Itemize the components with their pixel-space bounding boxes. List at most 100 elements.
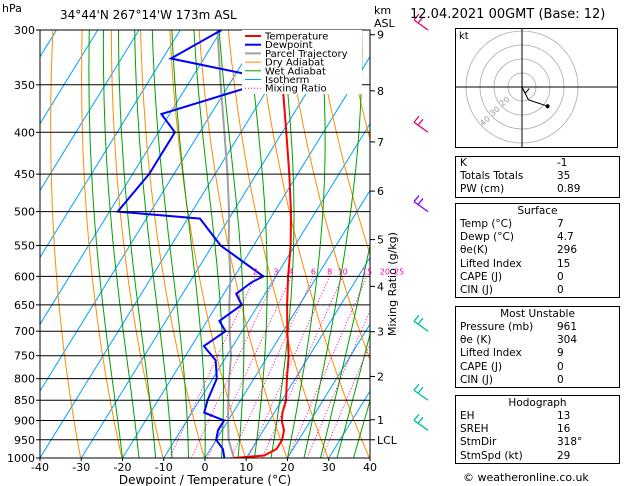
mixing-ratio-line xyxy=(306,309,370,458)
wind-barb-shape xyxy=(413,195,429,213)
table-row-label: StmSpd (kt) xyxy=(460,449,523,462)
pressure-tick-label: 450 xyxy=(14,168,35,181)
table-row-value: 0 xyxy=(557,360,564,373)
mixing-ratio-label: 15 xyxy=(362,267,372,276)
asl-label: ASL xyxy=(374,17,396,30)
k-label: K xyxy=(460,157,467,169)
table-row-value: 16 xyxy=(557,423,571,436)
isotherm-line xyxy=(40,30,222,326)
wet-adiabat-line xyxy=(353,398,370,458)
table-row-label: θe (K) xyxy=(460,334,492,347)
km-tick-label: 9 xyxy=(377,29,384,42)
hodograph-frame xyxy=(455,28,618,148)
table-row-value: 296 xyxy=(557,244,578,257)
isotherm-line xyxy=(287,323,370,458)
mixing-ratio-label: 6 xyxy=(311,267,316,276)
table-row-value: 15 xyxy=(557,257,571,270)
wind-barb-shape xyxy=(413,13,429,31)
wet-adiabat-line xyxy=(171,30,206,458)
wind-barb xyxy=(413,115,429,133)
temperature-line xyxy=(233,30,293,458)
mixing-ratio-label: 2 xyxy=(253,267,258,276)
table-row-value: 0 xyxy=(557,270,564,283)
table-row-label: StmDir xyxy=(460,436,497,449)
most-unstable-table: Most Unstable Pressure (mb) 961 θe (K) 304… xyxy=(455,306,620,388)
pressure-tick-label: 350 xyxy=(14,79,35,92)
km-tick-label: 6 xyxy=(377,185,384,198)
table-row-label: θe(K) xyxy=(460,244,488,257)
dry-adiabat-line xyxy=(315,30,370,256)
table-row-label: CIN (J) xyxy=(460,373,493,386)
pressure-tick-label: 900 xyxy=(14,415,35,428)
pressure-tick-label: 850 xyxy=(14,394,35,407)
isotherm-line xyxy=(245,256,370,458)
wet-adiabat-line xyxy=(88,30,123,458)
wind-barb-shape xyxy=(413,383,429,401)
pressure-tick-label: 800 xyxy=(14,373,35,386)
wet-adiabat-line xyxy=(151,30,189,458)
isotherm-line xyxy=(40,30,305,458)
temp-tick-label: -10 xyxy=(155,461,173,474)
temp-tick-label: 30 xyxy=(322,461,336,474)
hodograph-unit: kt xyxy=(459,31,469,42)
pressure-tick-label: 300 xyxy=(14,24,35,37)
temp-tick-label: 40 xyxy=(363,461,377,474)
tt-label: Totals Totals xyxy=(460,170,524,183)
surface-table: Surface Temp (°C) 7 Dewp (°C) 4.7 θe(K) 296… xyxy=(455,203,620,299)
table-row-value: 9 xyxy=(557,347,564,360)
dry-adiabat-line xyxy=(169,30,247,458)
wind-barb xyxy=(413,195,429,213)
legend-label: Temperature xyxy=(264,32,328,43)
temp-tick-label: -30 xyxy=(72,461,90,474)
table-row-label: EH xyxy=(460,410,475,422)
pressure-tick-label: 1000 xyxy=(7,452,35,465)
km-unit-label: km xyxy=(374,4,391,17)
wind-barb xyxy=(413,314,429,332)
dry-adiabat-line xyxy=(81,30,123,458)
dry-adiabat-line xyxy=(50,30,82,458)
wind-barb-shape xyxy=(413,115,429,133)
isotherm-line xyxy=(40,30,99,125)
mixing-ratio-label: 8 xyxy=(327,267,332,276)
hodograph-table: Hodograph EH 13 SREH 16 StmDir 318° StmSpd … xyxy=(455,395,620,464)
date-label: 12.04.2021 00GMT (Base: 12) xyxy=(410,7,606,22)
wind-barb xyxy=(413,413,429,431)
most-unstable-title: Most Unstable xyxy=(500,308,575,320)
km-tick-label: 8 xyxy=(377,85,384,98)
table-row-label: Lifted Index xyxy=(460,347,522,360)
km-tick-label: 2 xyxy=(377,370,384,383)
legend-background xyxy=(242,30,362,94)
isotherm-line xyxy=(204,189,370,458)
km-tick-label: 7 xyxy=(377,136,384,149)
mixing-ratio-label: 25 xyxy=(394,267,404,276)
pressure-tick-label: 600 xyxy=(14,270,35,283)
mixing-ratio-label: 3 xyxy=(273,267,278,276)
wet-adiabat-line xyxy=(336,332,370,458)
table-row-label: SREH xyxy=(460,423,489,436)
temp-tick-label: 20 xyxy=(281,461,295,474)
table-row-label: Pressure (mb) xyxy=(460,321,534,333)
mixing-ratio-line xyxy=(261,276,344,458)
legend-label: Mixing Ratio xyxy=(265,84,327,95)
wind-barb xyxy=(413,13,429,31)
table-row-label: CAPE (J) xyxy=(460,270,503,283)
indices-table: K -1 Totals Totals 35 PW (cm) 0.89 xyxy=(455,156,620,198)
table-row-label: Lifted Index xyxy=(460,257,522,270)
legend-label: Parcel Trajectory xyxy=(265,49,348,60)
mixing-ratio-label: 20 xyxy=(380,267,390,276)
isotherm-line xyxy=(40,30,140,192)
x-axis-label: Dewpoint / Temperature (°C) xyxy=(119,473,291,486)
table-row-value: 13 xyxy=(557,410,571,422)
pw-label: PW (cm) xyxy=(460,183,505,196)
wind-barb xyxy=(413,383,429,401)
surface-title: Surface xyxy=(517,205,558,217)
table-row-value: 7 xyxy=(557,218,564,230)
pressure-tick-label: 550 xyxy=(14,239,35,252)
legend-label: Isotherm xyxy=(265,75,309,86)
legend-label: Dewpoint xyxy=(265,40,313,51)
mixing-ratio-label: 4 xyxy=(289,267,294,276)
wind-barb-shape xyxy=(413,413,429,431)
hodograph-storm-dot xyxy=(545,104,550,109)
legend-label: Dry Adiabat xyxy=(265,58,324,69)
